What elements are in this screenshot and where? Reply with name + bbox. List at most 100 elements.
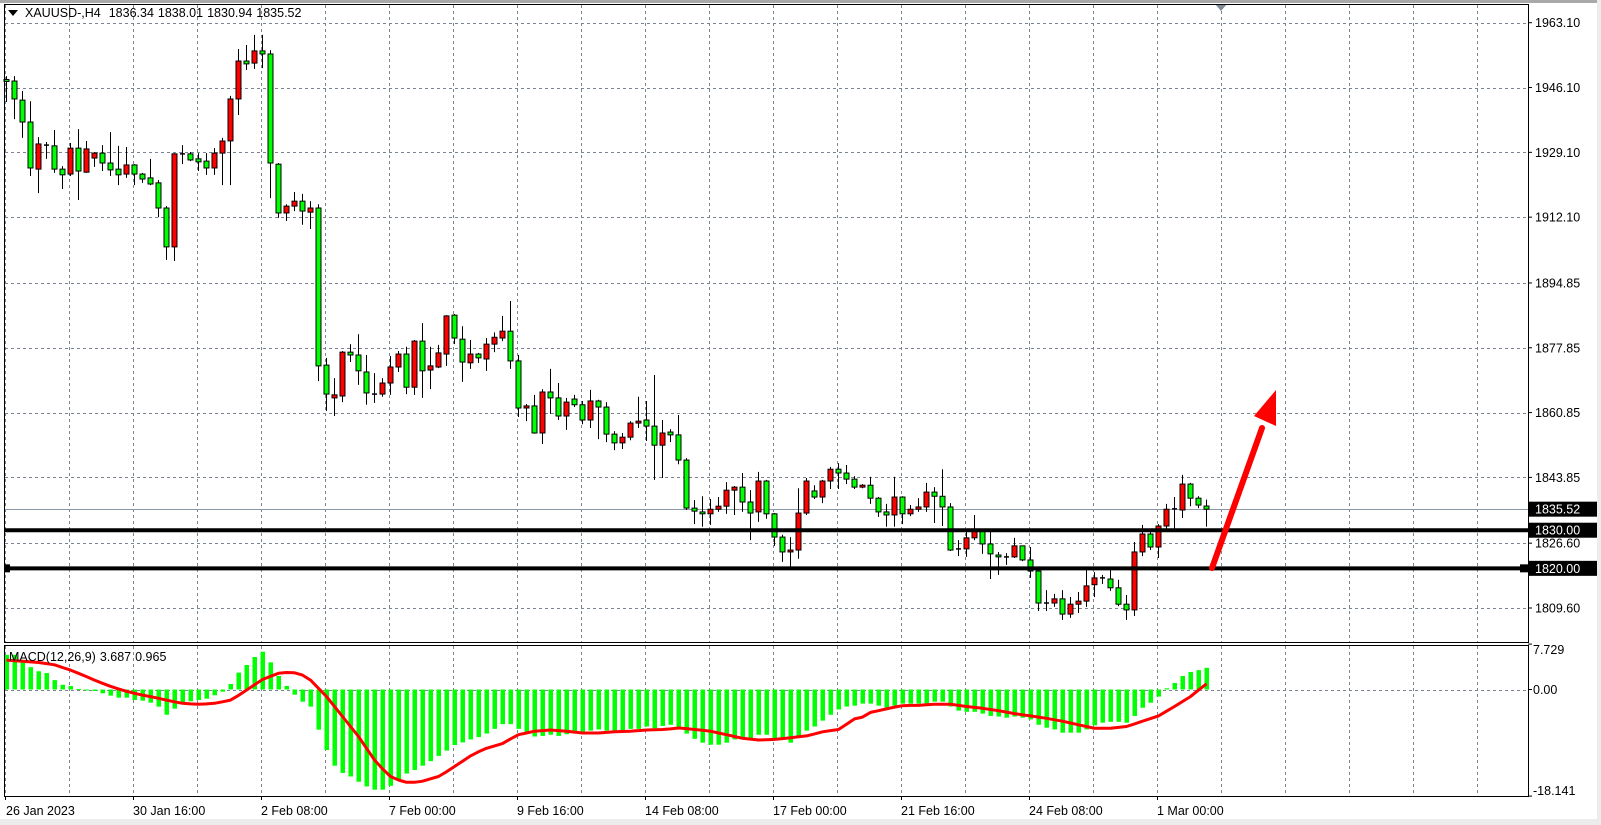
candle <box>1004 553 1009 565</box>
candle <box>803 477 810 515</box>
macd-histogram-bar <box>772 689 777 739</box>
macd-histogram-bar <box>604 689 609 731</box>
candle-body-bear <box>595 400 602 408</box>
candle <box>163 206 170 260</box>
candle-body-bull <box>1179 483 1186 511</box>
macd-histogram-bar <box>596 689 601 730</box>
candle-body-bull <box>627 422 634 438</box>
candle-body-bull <box>91 152 98 159</box>
macd-histogram-bar <box>884 689 889 708</box>
time-tick-label: 17 Feb 00:00 <box>773 804 847 818</box>
level-price-label-box <box>1529 522 1597 538</box>
candle <box>731 485 738 515</box>
macd-histogram-bar <box>636 689 641 729</box>
candle <box>1044 590 1049 612</box>
candle-body-bull <box>619 436 626 444</box>
macd-histogram-bar <box>644 689 649 727</box>
candle-body-bear <box>299 200 306 212</box>
red-arrow-drawing[interactable] <box>1209 390 1276 571</box>
candle-body-bull <box>491 336 498 345</box>
macd-histogram-bar <box>932 689 937 702</box>
horizontal-lines[interactable] <box>4 528 1528 573</box>
candle-body-bear <box>451 314 458 339</box>
candle-body-bear <box>347 351 354 356</box>
macd-histogram-bar <box>164 689 169 715</box>
candle-body-bear <box>147 177 154 185</box>
candle-body-bull <box>755 480 762 513</box>
candle <box>435 344 442 369</box>
triangle-down-icon[interactable] <box>8 10 18 16</box>
high-value: 1838.01 <box>157 6 204 20</box>
candle <box>819 479 826 504</box>
macd-tick-label: -18.141 <box>1533 784 1575 798</box>
macd-histogram-bar <box>364 689 369 787</box>
candle <box>691 500 698 525</box>
macd-histogram-bar <box>1076 689 1081 733</box>
candle-body-bear <box>275 163 282 214</box>
candle-body-bear <box>1203 505 1210 510</box>
macd-histogram-bar <box>412 689 417 770</box>
candle <box>467 339 474 369</box>
bid-price-label: 1835.52 <box>1535 503 1580 517</box>
arrow-shaft[interactable] <box>1209 425 1265 571</box>
candle-body-bull <box>715 505 722 510</box>
macd-histogram-bar <box>724 689 729 743</box>
candle-body-bull <box>1075 600 1082 605</box>
time-axis[interactable]: 26 Jan 2023 30 Jan 16:00 2 Feb 08:00 7 Feb … <box>5 796 1224 818</box>
candle-body-bull <box>563 401 570 417</box>
price-axis[interactable]: 1963.10 1946.10 1929.10 1912.10 1894.85 1877.… <box>1528 16 1597 798</box>
price-tick-label: 1860.85 <box>1535 406 1580 420</box>
macd-histogram-bar <box>996 689 1001 717</box>
candle <box>1035 570 1042 612</box>
macd-histogram-bar <box>468 689 473 740</box>
selection-handle[interactable] <box>4 564 10 573</box>
candle <box>35 137 42 194</box>
macd-histogram-bar <box>116 689 121 698</box>
macd-histogram-bar <box>284 685 289 690</box>
candle-body-bear <box>1107 578 1114 589</box>
candle-body-bull <box>707 508 714 515</box>
chart-shift-marker-icon[interactable] <box>1215 4 1227 11</box>
candle-body-bear <box>107 162 114 171</box>
macd-histogram-bar <box>188 689 193 702</box>
macd-histogram-bar <box>740 689 745 738</box>
candle <box>115 145 122 186</box>
macd-histogram-bar <box>868 689 873 704</box>
macd-histogram-bar <box>172 689 177 709</box>
candle <box>1147 532 1154 551</box>
candle-body-bear <box>139 173 146 180</box>
macd-tick-label: 7.729 <box>1533 643 1564 657</box>
macd-histogram-bar <box>908 689 913 704</box>
window-right-frame <box>1597 0 1601 825</box>
macd-histogram-bar <box>964 689 969 712</box>
candle <box>923 482 930 512</box>
candle-body-bull <box>635 420 642 424</box>
selection-handle[interactable] <box>1520 564 1528 573</box>
candle-body-bear <box>475 353 482 359</box>
candle-body-bull <box>35 143 42 170</box>
candle <box>411 339 418 395</box>
candle-body-bear <box>675 434 682 461</box>
candle-body-bull <box>891 496 898 516</box>
candle-body-bear <box>315 207 322 367</box>
candle <box>331 378 338 417</box>
candle-body-bull <box>307 207 314 213</box>
candle <box>795 488 802 559</box>
macd-histogram-bar <box>196 689 201 701</box>
macd-histogram-bar <box>1092 689 1097 726</box>
candle <box>835 463 842 490</box>
candle <box>339 351 346 403</box>
candle <box>107 132 114 176</box>
macd-histogram-bar <box>236 672 241 690</box>
candle <box>195 153 202 172</box>
candle-body-bear <box>835 468 842 474</box>
candle-body-bear <box>667 431 674 436</box>
macd-histogram-bar <box>180 689 185 703</box>
macd-histogram-bar <box>812 689 817 727</box>
macd-histogram-bar <box>508 689 513 725</box>
candle-body-bull <box>731 486 738 491</box>
candle <box>699 496 706 527</box>
arrow-head-icon[interactable] <box>1254 390 1276 426</box>
macd-histogram-bar <box>84 689 89 691</box>
